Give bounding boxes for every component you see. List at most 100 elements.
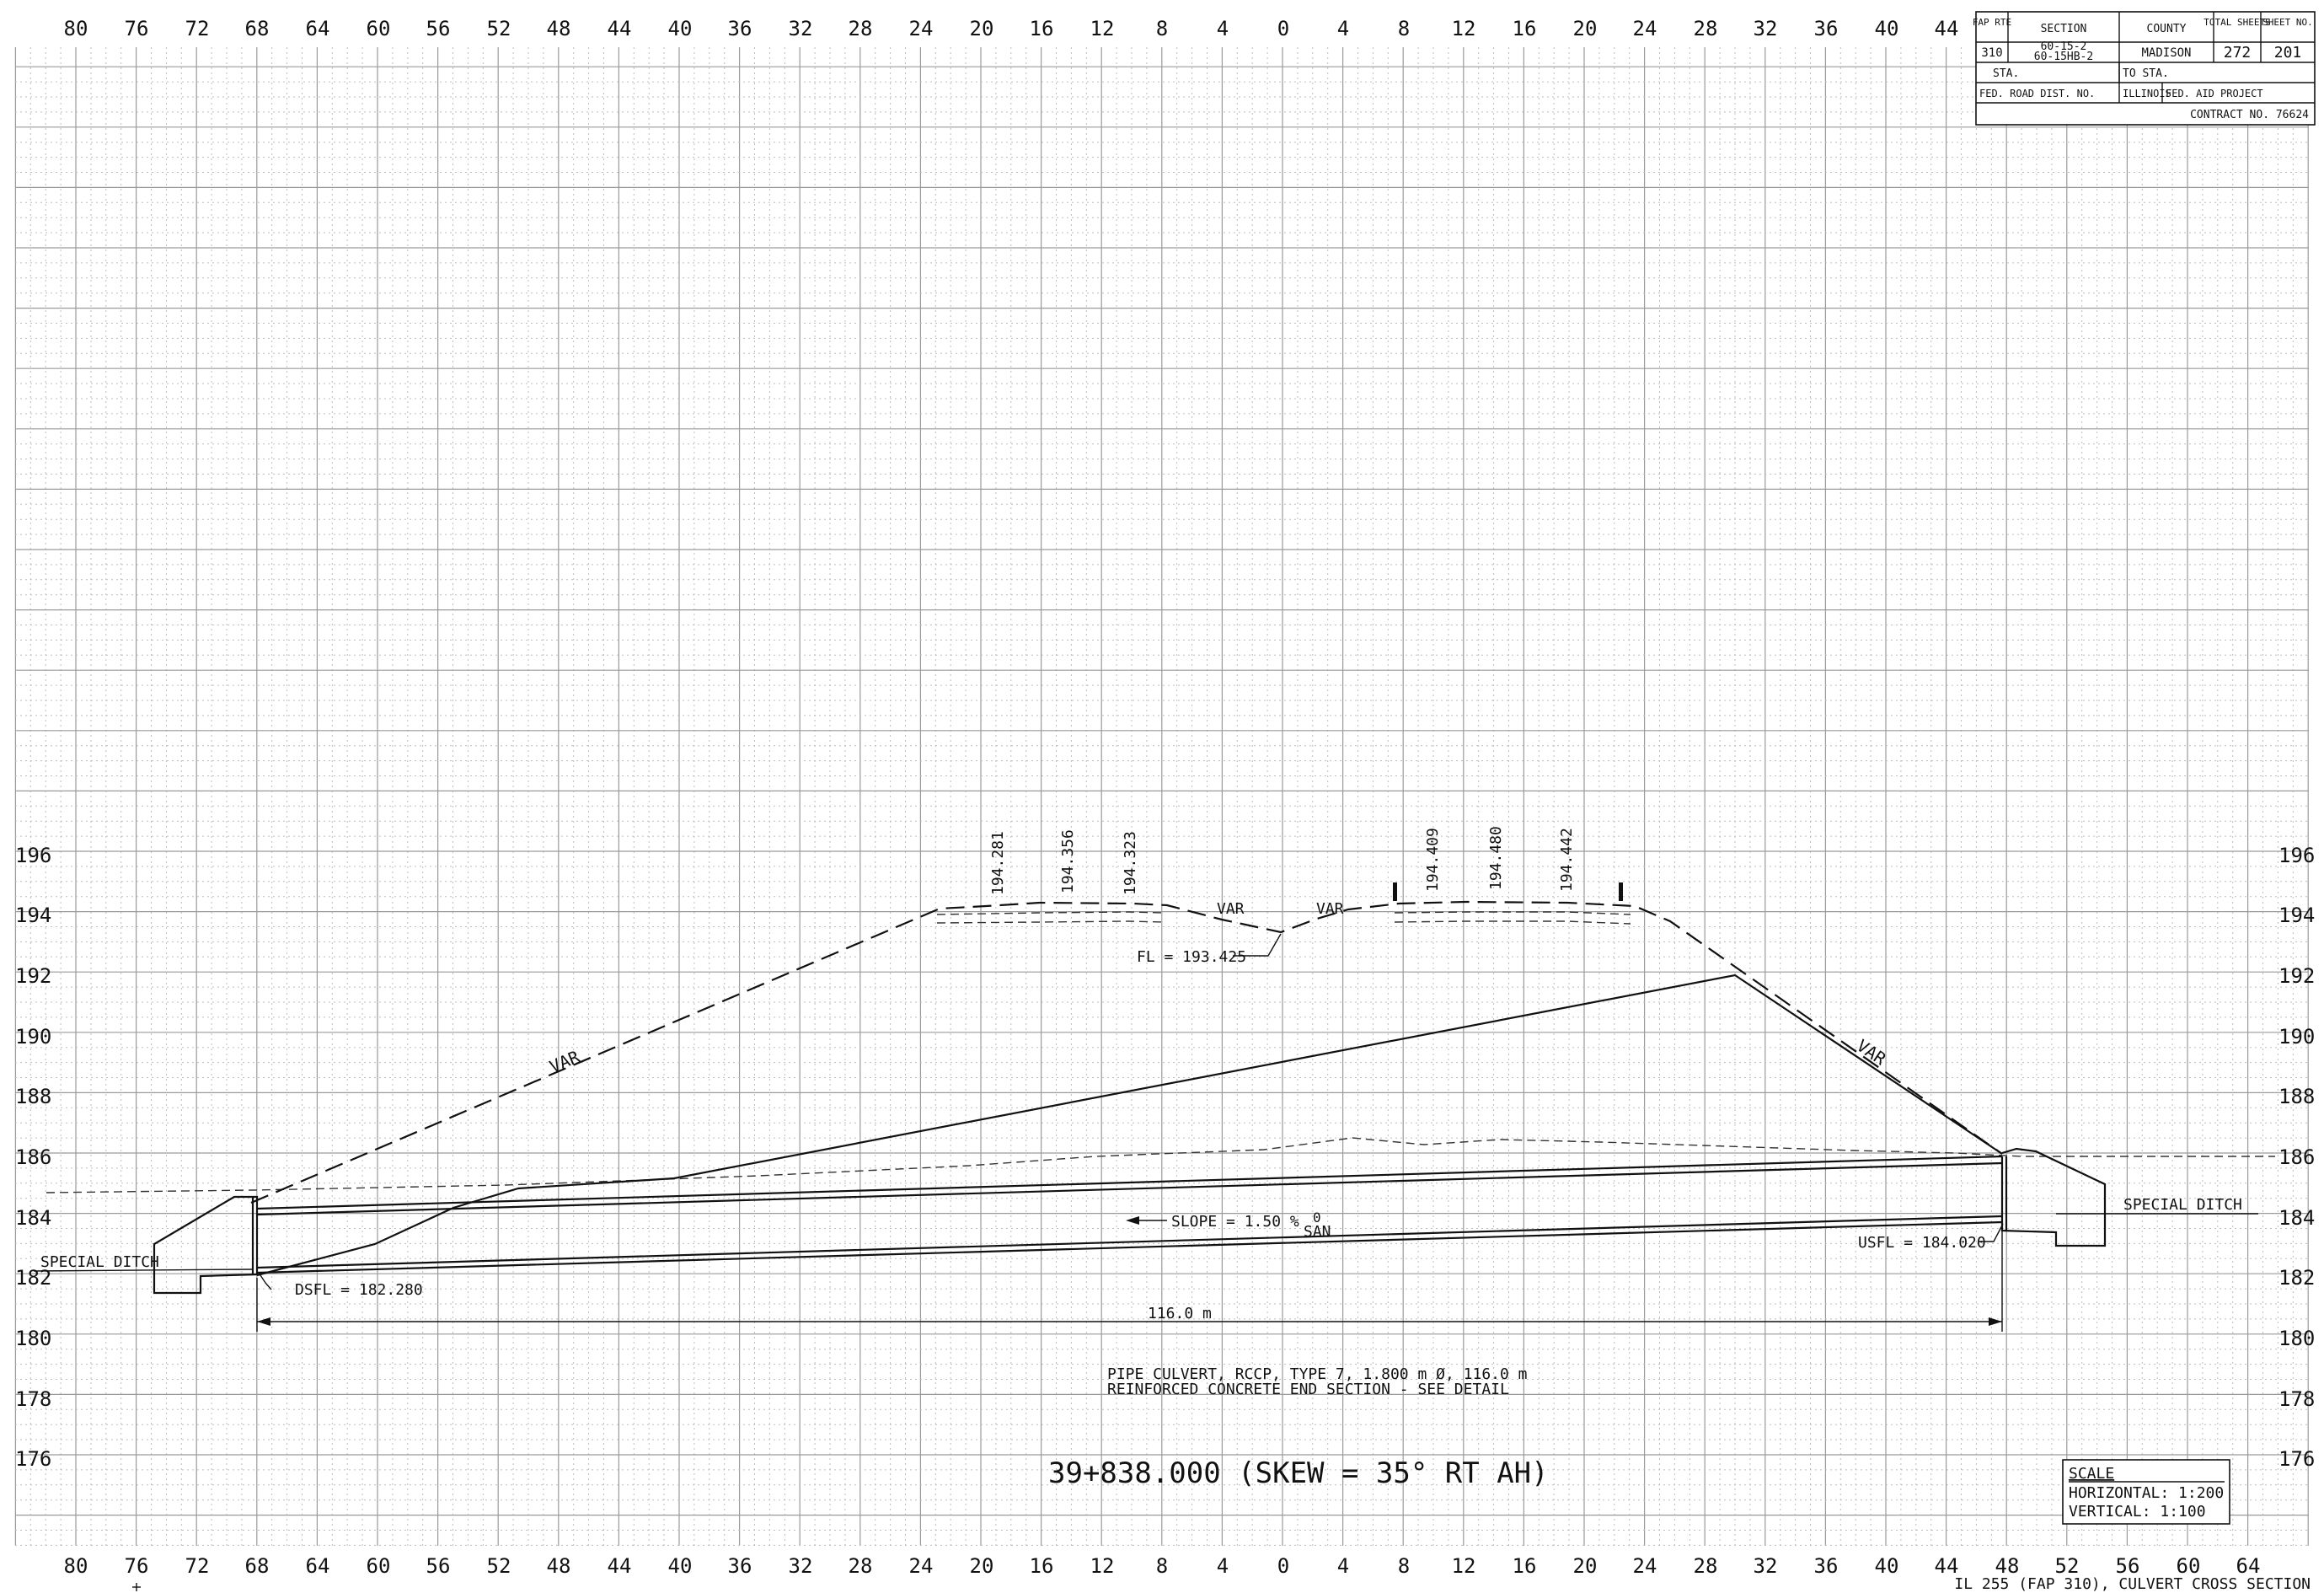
title-route-value: 310 [1981, 46, 2002, 60]
scale-box: SCALE HORIZONTAL: 1:200 VERTICAL: 1:100 [2062, 1459, 2230, 1525]
drawing-annotations: 194.281 194.356 194.323 194.409 194.480 … [40, 826, 2242, 1490]
pavement-left-lower [936, 911, 1164, 915]
top-offset-label: 68 [245, 17, 270, 40]
dsfl-label: DSFL = 182.280 [295, 1281, 423, 1299]
top-offset-label: 4 [1337, 17, 1349, 40]
top-offset-label: 0 [1277, 17, 1289, 40]
title-fed-aid-project: FED. AID PROJECT [2166, 88, 2263, 99]
elevation-label: 178 [15, 1387, 51, 1411]
top-offset-label: 60 [367, 17, 391, 40]
title-section-value-2: 60-15HB-2 [2034, 51, 2093, 63]
title-section-value-1: 60-15-2 [2041, 40, 2087, 53]
san-label: SAN [1304, 1223, 1331, 1241]
pavement-right-lower [1394, 911, 1631, 915]
bottom-offset-label: 64 [306, 1554, 330, 1578]
special-ditch-left-label: SPECIAL DITCH [40, 1253, 159, 1271]
top-offset-label: 4 [1217, 17, 1229, 40]
elevation-label: 186 [15, 1145, 51, 1169]
pavement-right-bottom [1394, 920, 1631, 925]
proposed-embankment-left-slope [250, 900, 2003, 1204]
top-offset-label: 40 [1875, 17, 1899, 40]
top-offset-label: 24 [909, 17, 934, 40]
elevation-label: 178 [2278, 1387, 2315, 1411]
top-offset-label: 76 [125, 17, 149, 40]
drawing-grid [14, 47, 2309, 1546]
bottom-offset-label: 32 [1754, 1554, 1778, 1578]
top-offset-label: 56 [426, 17, 451, 40]
top-offset-label: 72 [185, 17, 210, 40]
sheet-footer-title: IL 255 (FAP 310), CULVERT CROSS SECTION [1954, 1575, 2311, 1593]
bottom-offset-label: 40 [1875, 1554, 1899, 1578]
title-total-sheets-value: 272 [2224, 44, 2252, 62]
slope-label: SLOPE = 1.50 % [1171, 1213, 1299, 1231]
elevation-label: 184 [2278, 1206, 2315, 1230]
elevation-label: 194 [2278, 904, 2315, 927]
top-offset-label: 52 [487, 17, 511, 40]
title-block: FAP RTE SECTION COUNTY TOTAL SHEETS SHEE… [1973, 11, 2316, 126]
title-header-total-sheets: TOTAL SHEETS [2204, 17, 2270, 28]
special-ditch-right-label: SPECIAL DITCH [2123, 1196, 2242, 1214]
length-label: 116.0 m [1148, 1305, 1212, 1322]
bottom-offset-label: 56 [2116, 1554, 2140, 1578]
scale-vertical: VERTICAL: 1:100 [2069, 1503, 2206, 1521]
scale-horizontal: HORIZONTAL: 1:200 [2069, 1484, 2224, 1502]
bottom-offset-label: 68 [245, 1554, 270, 1578]
usfl-label: USFL = 184.020 [1858, 1234, 1986, 1252]
elevation-label: 184 [15, 1206, 51, 1230]
bottom-offset-label: 76 [125, 1554, 149, 1578]
fl-label: FL = 193.425 [1137, 948, 1246, 966]
elevation-callout: 194.323 [1122, 831, 1139, 895]
title-fed-road-dist: FED. ROAD DIST. NO. [1979, 88, 2095, 99]
bottom-offset-label: 44 [1935, 1554, 1959, 1578]
pipe-invert-line [256, 1215, 2003, 1269]
end-section-right [2000, 1147, 2107, 1247]
bottom-offset-label: 8 [1398, 1554, 1410, 1578]
bottom-offset-label: 36 [728, 1554, 752, 1578]
bottom-offset-label: 24 [909, 1554, 934, 1578]
bottom-offset-label: 72 [185, 1554, 210, 1578]
top-offset-label: 44 [608, 17, 632, 40]
culvert-wedge-left [256, 974, 2003, 1277]
top-offset-label: 36 [1814, 17, 1839, 40]
culvert-note-line-1: PIPE CULVERT, RCCP, TYPE 7, 1.800 m Ø, 1… [1107, 1365, 1528, 1383]
var-label-right-shoulder: VAR [1316, 900, 1344, 918]
culvert-note-line-2: REINFORCED CONCRETE END SECTION - SEE DE… [1107, 1381, 1509, 1398]
top-offset-label: 16 [1030, 17, 1054, 40]
top-offset-label: 32 [789, 17, 813, 40]
elevation-label: 190 [2278, 1025, 2315, 1049]
title-header-fap-rte: FAP RTE [1973, 17, 2011, 28]
scale-title: SCALE [2069, 1465, 2114, 1483]
top-offset-label: 20 [970, 17, 994, 40]
top-offset-label: 80 [64, 17, 88, 40]
title-sheet-no-value: 201 [2274, 44, 2302, 62]
elevation-callout: 194.480 [1487, 826, 1505, 890]
guardrail-post-left [1393, 882, 1397, 901]
title-to-sta-label: TO STA. [2123, 67, 2169, 80]
centerline-tick-mark [132, 1583, 141, 1591]
bottom-offset-label: 60 [2177, 1554, 2201, 1578]
bottom-offset-label: 48 [547, 1554, 571, 1578]
elevation-axis-left: 196 194 192 190 188 186 184 182 180 178 … [15, 844, 51, 1471]
elevation-callout: 194.281 [989, 831, 1007, 895]
top-offset-label: 8 [1156, 17, 1168, 40]
top-offset-axis: 80 76 72 68 64 60 56 52 48 44 40 36 32 2… [64, 17, 1959, 40]
bottom-offset-label: 36 [1814, 1554, 1839, 1578]
title-county-value: MADISON [2141, 46, 2191, 60]
pipe-top-line-inner [256, 1161, 2003, 1216]
bottom-offset-label: 12 [1090, 1554, 1115, 1578]
station-label: 39+838.000 (SKEW = 35° RT AH) [1048, 1456, 1549, 1490]
end-section-left [153, 1195, 259, 1295]
bottom-offset-label: 60 [367, 1554, 391, 1578]
elevation-label: 194 [15, 904, 51, 927]
top-offset-label: 12 [1452, 17, 1476, 40]
special-ditch-left-line [33, 1268, 254, 1272]
top-offset-label: 32 [1754, 17, 1778, 40]
elevation-label: 196 [2278, 844, 2315, 867]
bottom-offset-label: 0 [1277, 1554, 1289, 1578]
slope-arrow-head [1126, 1216, 1139, 1225]
top-offset-label: 24 [1633, 17, 1657, 40]
top-offset-label: 64 [306, 17, 330, 40]
var-label-left-shoulder: VAR [1217, 900, 1245, 918]
pavement-left-bottom [936, 920, 1164, 924]
bottom-offset-label: 16 [1030, 1554, 1054, 1578]
